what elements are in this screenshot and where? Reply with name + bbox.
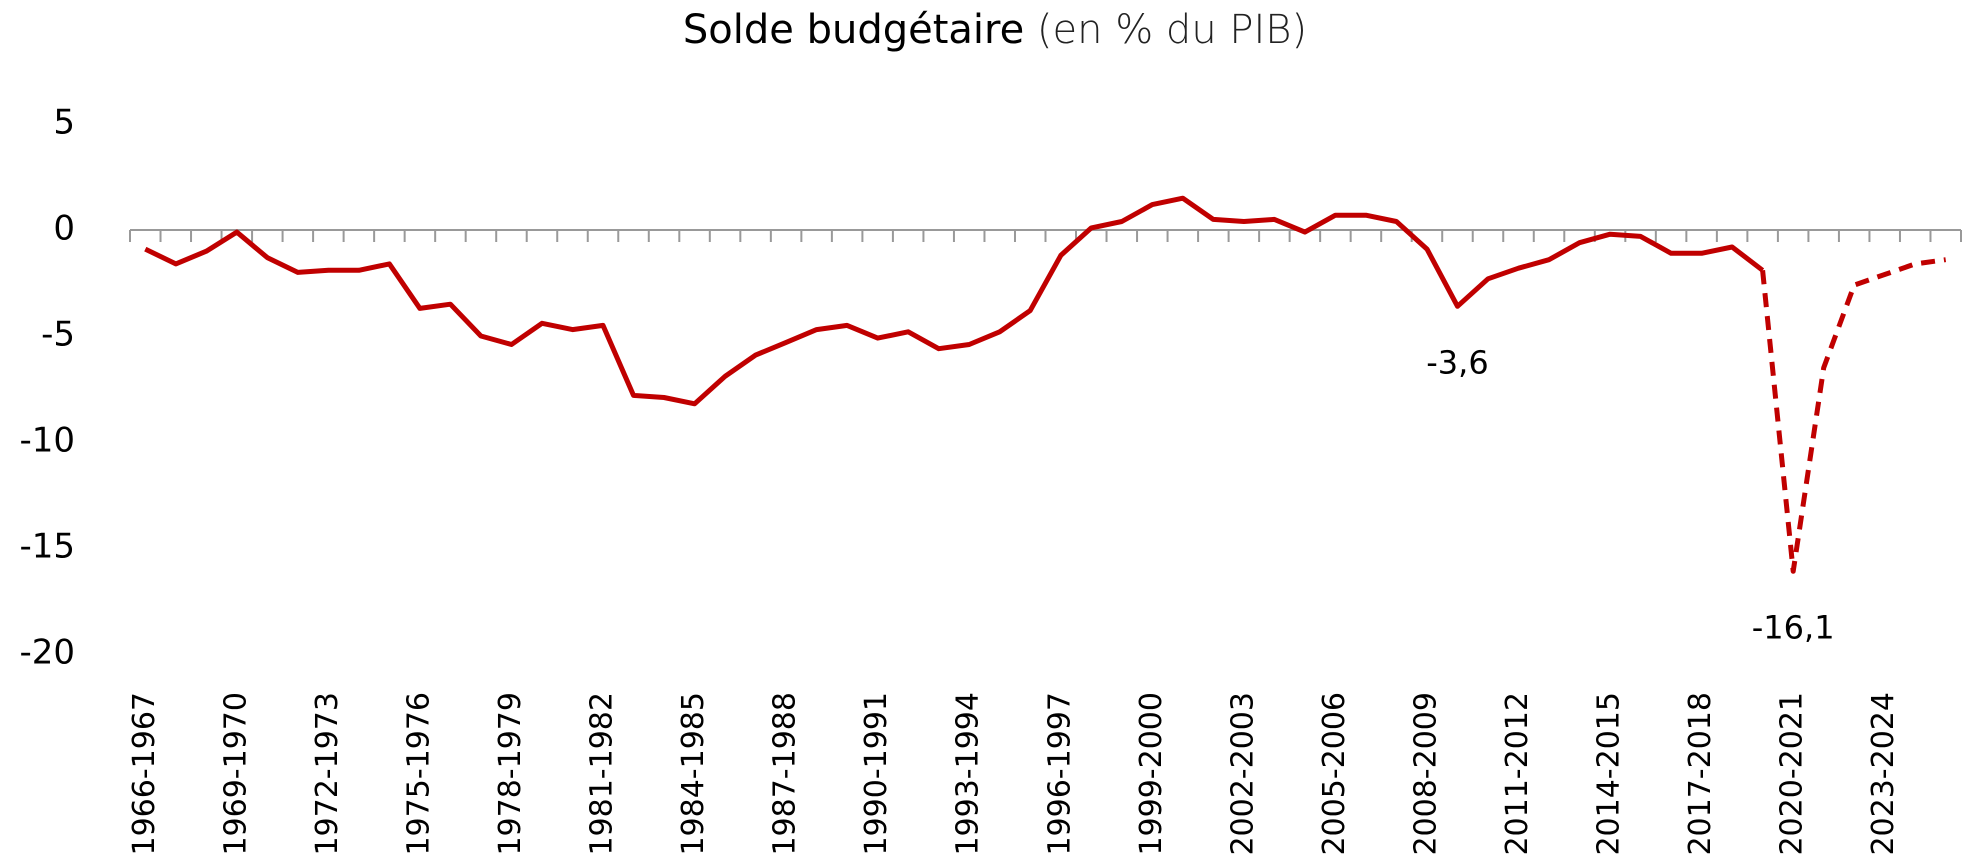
y-tick-label: 0 — [53, 209, 75, 249]
x-tick-label: 1969-1970 — [218, 692, 253, 856]
x-tick-label: 1975-1976 — [401, 692, 436, 856]
x-tick-label: 1996-1997 — [1042, 692, 1077, 856]
chart-title: Solde budgétaire — [683, 7, 1024, 53]
y-tick-label: -15 — [19, 527, 75, 567]
x-tick-label: 2014-2015 — [1592, 692, 1627, 856]
x-tick-label: 1990-1991 — [859, 692, 894, 856]
chart-subtitle: (en % du PIB) — [1037, 7, 1307, 53]
x-tick-label: 2008-2009 — [1408, 692, 1443, 856]
y-tick-label: 5 — [53, 103, 75, 143]
x-tick-label: 2020-2021 — [1775, 692, 1810, 856]
y-tick-label: -5 — [41, 315, 75, 355]
x-tick-label: 1966-1967 — [127, 692, 162, 856]
x-tick-label: 1993-1994 — [951, 692, 986, 856]
x-tick-label: 1972-1973 — [310, 692, 345, 856]
data-label: -3,6 — [1426, 343, 1488, 381]
x-tick-label: 2005-2006 — [1317, 692, 1352, 856]
y-tick-label: -10 — [19, 421, 75, 461]
x-tick-label: 1987-1988 — [768, 692, 803, 856]
y-tick-label: -20 — [19, 633, 75, 673]
x-tick-label: 2011-2012 — [1500, 692, 1535, 856]
x-tick-label: 1999-2000 — [1134, 692, 1169, 856]
x-tick-label: 1984-1985 — [676, 692, 711, 856]
x-tick-label: 1981-1982 — [585, 692, 620, 856]
x-tick-label: 2002-2003 — [1225, 692, 1260, 856]
line-series — [144, 195, 1765, 407]
data-label: -16,1 — [1752, 608, 1835, 646]
x-tick-label: 2023-2024 — [1866, 692, 1901, 856]
chart-title-line: Solde budgétaire (en % du PIB) — [683, 7, 1307, 53]
line-series — [1760, 257, 1947, 574]
x-tick-label: 1978-1979 — [493, 692, 528, 856]
x-tick-label: 2017-2018 — [1683, 692, 1718, 856]
